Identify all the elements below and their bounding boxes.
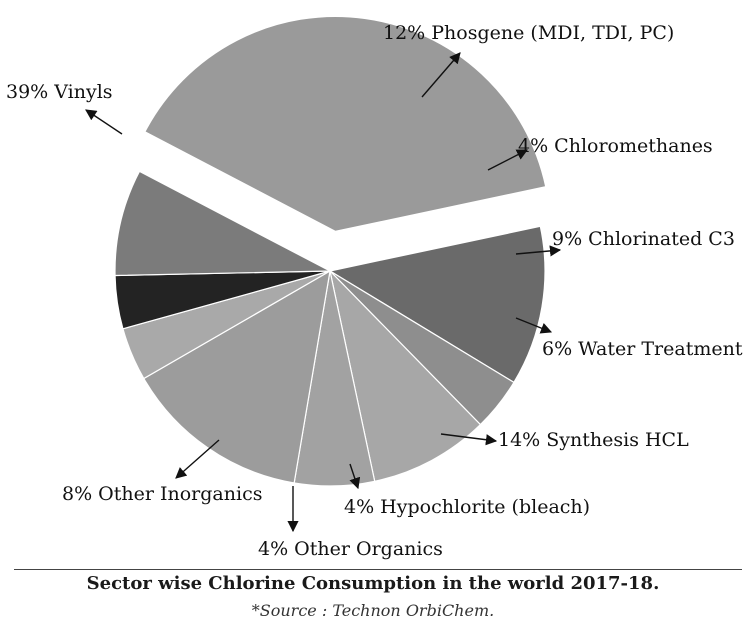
label-arrow [176,440,219,478]
slice-label: 9% Chlorinated C3 [552,228,735,250]
slice-label: 14% Synthesis HCL [498,429,689,451]
slice-label: 8% Other Inorganics [62,483,262,505]
caption-divider [14,569,742,570]
slice-label: 6% Water Treatment [542,338,743,360]
label-arrow [86,110,122,134]
slice-label: 4% Hypochlorite (bleach) [344,496,590,518]
slice-label: 4% Other Organics [258,538,443,560]
chart-caption: Sector wise Chlorine Consumption in the … [0,573,746,594]
slice-label: 39% Vinyls [6,81,113,103]
pie-slice-vinyls [145,16,546,231]
source-note: *Source : Technon OrbiChem. [0,601,746,620]
pie-chart: 12% Phosgene (MDI, TDI, PC) 4% Chlorometh… [0,0,746,565]
slice-label: 4% Chloromethanes [518,135,713,157]
slice-label: 12% Phosgene (MDI, TDI, PC) [383,22,674,44]
